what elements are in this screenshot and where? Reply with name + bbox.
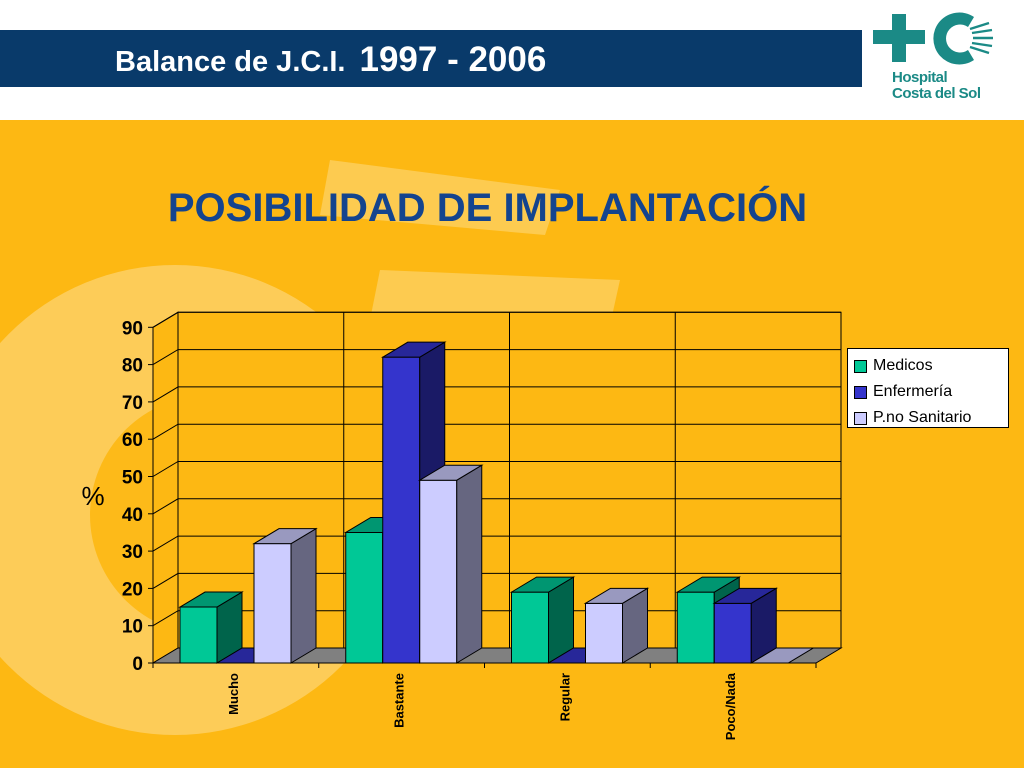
gridline xyxy=(152,423,841,440)
bar-side xyxy=(456,464,483,664)
bar-front xyxy=(345,531,384,664)
legend-label: Enfermería xyxy=(873,383,953,400)
bar-top xyxy=(509,576,576,593)
logo-line-1: Hospital xyxy=(892,69,948,86)
y-tick-label: 70 xyxy=(122,393,143,414)
gridline xyxy=(152,572,841,589)
x-category-label: Regular xyxy=(557,673,572,721)
gridline xyxy=(152,461,841,477)
logo-line-2: Costa del Sol xyxy=(892,85,981,102)
gridline xyxy=(152,349,841,366)
bar-top xyxy=(712,587,779,604)
bar-top xyxy=(417,464,484,481)
legend-swatch xyxy=(854,385,867,399)
y-tick-label: 60 xyxy=(122,430,143,451)
header-bar: Balance de J.C.I. 1997 - 2006 xyxy=(0,30,862,87)
bar-p-no-sanitario-regular xyxy=(583,587,650,664)
bar-front xyxy=(585,602,623,664)
side-wall xyxy=(152,311,179,664)
gridline xyxy=(152,535,841,552)
bar-front xyxy=(179,606,218,664)
x-category-label: Bastante xyxy=(392,673,407,728)
legend-item: P.no Sanitario xyxy=(854,405,1008,431)
gridline xyxy=(152,311,841,328)
x-category-label: Mucho xyxy=(226,673,241,715)
bar-top xyxy=(675,576,742,593)
y-tick-label: 40 xyxy=(122,505,143,526)
y-tick-label: 50 xyxy=(122,468,143,489)
y-tick-label: 80 xyxy=(122,356,143,377)
bar-side xyxy=(290,527,317,664)
legend-swatch xyxy=(854,411,867,425)
bar-front xyxy=(419,479,458,664)
chart-title: POSIBILIDAD DE IMPLANTACIÓN xyxy=(167,186,808,230)
bar-top xyxy=(252,528,318,545)
bar-enfermer-a-poco-nada xyxy=(712,587,779,664)
legend-swatch xyxy=(854,359,867,373)
bar-front xyxy=(382,356,421,664)
x-category-label: Poco/Nada xyxy=(723,672,738,740)
bar-top xyxy=(178,591,244,608)
hospital-logo-icon xyxy=(873,12,993,65)
bar-medicos-regular xyxy=(509,576,576,664)
bar-p-no-sanitario-bastante xyxy=(417,464,484,664)
bar-p-no-sanitario-poco-nada xyxy=(749,647,816,664)
y-axis-label: % xyxy=(81,481,104,511)
bar-medicos-mucho xyxy=(178,591,244,664)
gridline xyxy=(152,498,841,515)
legend-item: Medicos xyxy=(854,353,1008,379)
header-title-text: Balance de J.C.I. xyxy=(115,46,346,78)
legend-label: Medicos xyxy=(873,357,933,374)
y-tick-label: 10 xyxy=(122,617,143,638)
y-tick-label: 0 xyxy=(132,654,143,675)
y-tick-label: 30 xyxy=(122,542,143,563)
bar-front xyxy=(253,543,292,664)
bar-top xyxy=(380,341,447,358)
bar-p-no-sanitario-mucho xyxy=(252,527,318,664)
bar-front xyxy=(676,591,715,664)
hospital-logo-text: Hospital Costa del Sol xyxy=(892,70,981,102)
header-title-years: 1997 - 2006 xyxy=(359,40,547,79)
bar-front xyxy=(713,602,752,664)
bar-top xyxy=(583,587,650,604)
bar-top xyxy=(749,647,816,664)
bar-front xyxy=(511,591,549,664)
chart-legend: Medicos Enfermería P.no Sanitario xyxy=(847,348,1009,428)
gridline xyxy=(152,386,841,403)
header-title: Balance de J.C.I. 1997 - 2006 xyxy=(115,30,546,87)
y-tick-label: 90 xyxy=(122,318,143,339)
y-tick-label: 20 xyxy=(122,579,143,600)
legend-label: P.no Sanitario xyxy=(873,409,972,426)
legend-item: Enfermería xyxy=(854,379,1008,405)
